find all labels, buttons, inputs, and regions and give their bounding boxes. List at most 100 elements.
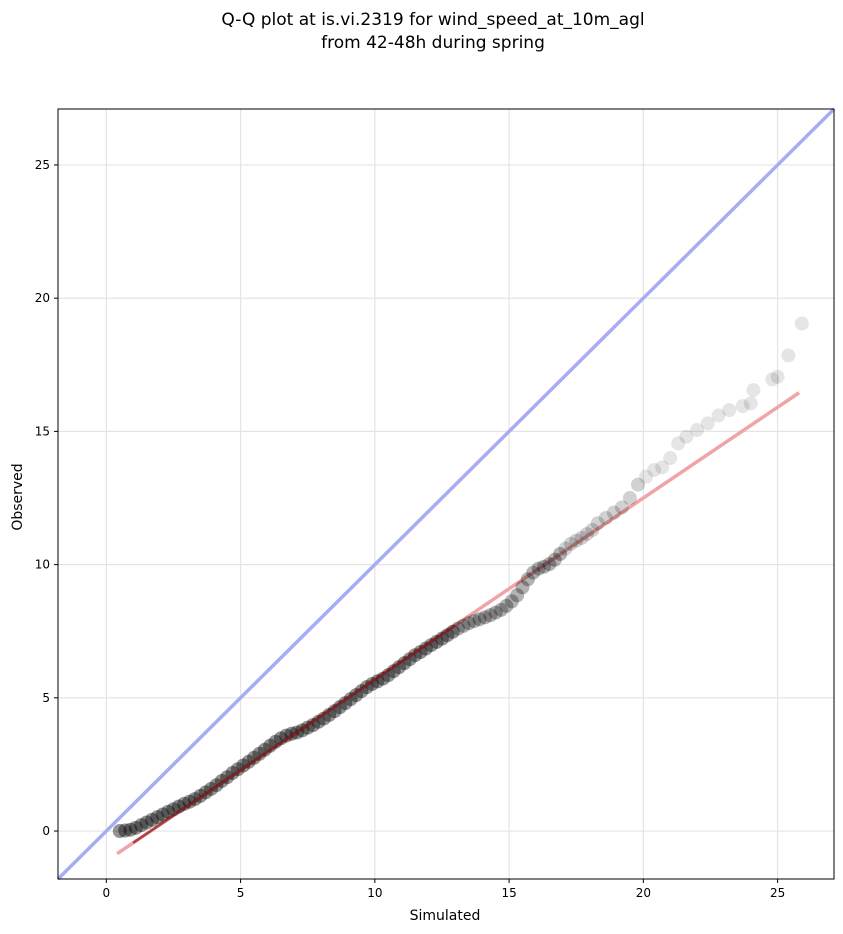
qq-point xyxy=(526,565,541,580)
qq-point xyxy=(128,820,143,835)
qq-point xyxy=(225,765,240,780)
qq-point xyxy=(461,616,476,631)
qq-point xyxy=(558,541,573,556)
x-tick-label: 10 xyxy=(367,886,382,900)
qq-point xyxy=(472,612,487,627)
qq-point xyxy=(332,700,347,715)
qq-point xyxy=(408,648,423,663)
qq-point xyxy=(679,429,694,444)
qq-point xyxy=(402,652,417,667)
qq-point xyxy=(770,369,785,384)
qq-point xyxy=(150,810,165,825)
qq-point xyxy=(144,812,159,827)
qq-point xyxy=(663,451,678,466)
qq-point xyxy=(365,676,380,691)
qq-point xyxy=(547,552,562,567)
qq-point xyxy=(392,660,407,675)
qq-point xyxy=(671,436,686,451)
qq-point xyxy=(252,746,267,761)
qq-point xyxy=(311,714,326,729)
qq-point xyxy=(123,822,138,837)
qq-point xyxy=(735,399,750,414)
qq-point xyxy=(630,477,645,492)
qq-point xyxy=(700,416,715,431)
y-axis-label: Observed xyxy=(10,463,26,530)
identity-line xyxy=(56,107,836,881)
y-tick-label: 25 xyxy=(35,158,50,172)
qq-point xyxy=(622,490,637,505)
qq-point xyxy=(647,463,662,478)
qq-point xyxy=(614,500,629,515)
qq-point xyxy=(494,602,509,617)
qq-point xyxy=(537,559,552,574)
qq-point xyxy=(585,522,600,537)
qq-point xyxy=(247,750,262,765)
qq-point xyxy=(112,824,127,839)
qq-point xyxy=(563,536,578,551)
qq-point xyxy=(765,372,780,387)
qq-point xyxy=(230,762,245,777)
qq-point xyxy=(467,614,482,629)
qq-point xyxy=(711,408,726,423)
y-tick-label: 20 xyxy=(35,291,50,305)
qq-point xyxy=(424,638,439,653)
qq-point xyxy=(598,510,613,525)
qq-point xyxy=(606,505,621,520)
x-tick-label: 20 xyxy=(636,886,651,900)
x-tick-label: 5 xyxy=(237,886,245,900)
plot-frame xyxy=(57,108,835,880)
qq-point xyxy=(590,516,605,531)
qq-point xyxy=(257,742,272,757)
qq-point xyxy=(553,546,568,561)
data-points xyxy=(112,316,809,844)
y-tick-label: 0 xyxy=(42,824,50,838)
qq-point xyxy=(338,696,353,711)
x-tick-label: 15 xyxy=(501,886,516,900)
axis-ticks: 0 5 10 15 20 25 0 5 10 15 20 25 xyxy=(35,158,786,900)
fit-line-dense-overlay xyxy=(132,624,457,844)
qq-point xyxy=(781,348,796,363)
qq-point xyxy=(722,403,737,418)
x-axis-label: Simulated xyxy=(410,908,481,924)
qq-point xyxy=(690,423,705,438)
qq-point xyxy=(182,794,197,809)
qq-point xyxy=(655,460,670,475)
qq-point xyxy=(499,598,514,613)
chart-title-line-2: from 42-48h during spring xyxy=(321,33,545,53)
qq-point xyxy=(139,815,154,830)
qq-point xyxy=(794,316,809,331)
qq-point xyxy=(639,469,654,484)
chart-title-line-1: Q-Q plot at is.vi.2319 for wind_speed_at… xyxy=(221,10,644,30)
qq-point xyxy=(413,644,428,659)
y-tick-label: 10 xyxy=(35,558,50,572)
qq-point xyxy=(300,720,315,735)
qq-point xyxy=(542,557,557,572)
grid xyxy=(58,109,834,879)
qq-point xyxy=(531,561,546,576)
qq-point xyxy=(279,728,294,743)
x-tick-label: 25 xyxy=(770,886,785,900)
qq-point xyxy=(574,530,589,545)
qq-point xyxy=(370,674,385,689)
qq-point xyxy=(306,718,321,732)
qq-point xyxy=(579,526,594,541)
y-tick-label: 15 xyxy=(35,424,50,438)
qq-point xyxy=(569,533,584,548)
qq-point xyxy=(477,610,492,625)
qq-point xyxy=(456,618,471,633)
qq-point xyxy=(520,572,535,587)
qq-point xyxy=(418,641,433,656)
qq-point xyxy=(236,758,251,773)
qq-point xyxy=(118,823,133,838)
qq-point xyxy=(134,818,149,833)
qq-point xyxy=(515,580,530,595)
qq-point xyxy=(743,396,758,411)
qq-point xyxy=(504,594,519,609)
qq-point xyxy=(349,688,364,703)
qq-point xyxy=(397,656,412,671)
qq-point xyxy=(746,383,761,398)
qq-point xyxy=(483,608,498,623)
x-tick-label: 0 xyxy=(103,886,111,900)
qq-point xyxy=(429,634,444,649)
qq-point xyxy=(488,605,503,620)
